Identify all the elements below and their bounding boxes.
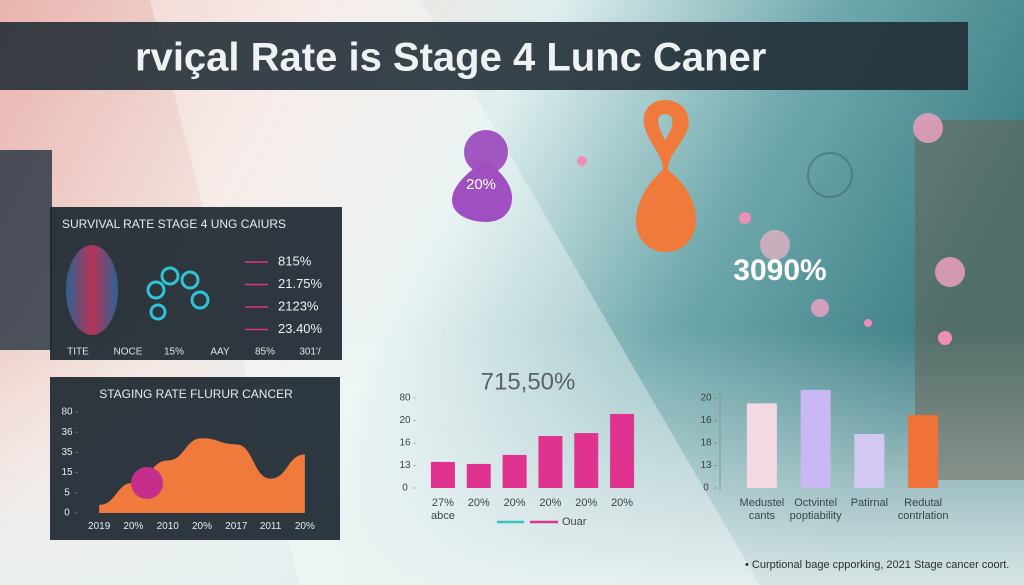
x-tick-label: Patirnal: [851, 497, 888, 509]
x-tick-label: 20%: [575, 497, 597, 509]
chart-title: 715,50%: [481, 368, 576, 395]
rate-label: 21.75%: [278, 276, 323, 291]
legend-label: Ouar: [562, 516, 587, 528]
bar: [800, 389, 831, 488]
x-tick-label: 20%: [611, 497, 633, 509]
big-label: 3090%: [733, 254, 826, 287]
dot: [739, 212, 751, 224]
pin-shape: [636, 100, 696, 252]
x-tick-label: 27% abce: [431, 497, 455, 522]
y-tick-label: 18: [700, 438, 712, 449]
x-tick-label: 2019: [88, 521, 111, 532]
marker-dot: [131, 467, 163, 499]
dot: [577, 156, 587, 166]
y-tick-label: 5: [64, 487, 70, 498]
x-tick-label: Octvintel poptiability: [790, 497, 842, 522]
footnote: • Curptional bage cpporking, 2021 Stage …: [745, 559, 1009, 571]
dot: [935, 257, 965, 287]
y-tick-label: 0: [402, 483, 408, 494]
y-tick-label: 16: [399, 438, 411, 449]
bar: [908, 415, 939, 488]
bar: [538, 436, 563, 488]
y-tick-label: 80: [399, 393, 411, 404]
x-tick-label: 20%: [123, 521, 143, 532]
dot: [938, 331, 952, 345]
chart-title: STAGING RATE FLURUR CANCER: [99, 387, 293, 401]
dot: [760, 230, 790, 260]
page-title: rviçal Rate is Stage 4 Lunc Caner: [135, 36, 766, 80]
charts: STAGING RATE FLURUR CANCER 0 5 15 35 36 80 2019…: [61, 368, 948, 531]
dot: [811, 299, 829, 317]
monitor: [0, 150, 52, 350]
info-footer: TITE NOCE 15% AAY 85% 301'/: [67, 347, 321, 358]
wall-clock: [807, 152, 853, 198]
y-tick-label: 0: [64, 508, 70, 519]
rate-label: 23.40%: [278, 321, 323, 336]
x-tick-label: 20%: [295, 521, 315, 532]
y-tick-label: 20: [399, 415, 411, 426]
bar: [610, 413, 635, 488]
bar: [502, 454, 527, 488]
bar: [746, 403, 777, 488]
rate-label: 815%: [278, 253, 312, 268]
y-tick-label: 15: [61, 467, 73, 478]
x-tick-label: 20%: [504, 497, 526, 509]
bubble-drop: [452, 160, 512, 222]
bar: [574, 433, 599, 488]
x-tick-label: 20%: [192, 521, 212, 532]
molecule: [146, 266, 210, 321]
bubble-label: 20%: [466, 176, 496, 193]
footer-label: 301'/: [299, 347, 321, 358]
footer-label: 15%: [164, 347, 184, 358]
dot: [913, 113, 943, 143]
dot: [864, 319, 872, 327]
rates: 815% 21.75% 2123% 23.40%: [245, 253, 323, 336]
lung-image: [66, 245, 118, 335]
y-tick-label: 0: [703, 483, 709, 494]
footer-label: NOCE: [114, 347, 143, 358]
y-tick-label: 20: [700, 393, 712, 404]
footer-label: TITE: [67, 347, 89, 358]
footer-label: AAY: [210, 347, 230, 358]
rate-label: 2123%: [278, 298, 319, 313]
y-tick-label: 36: [61, 427, 73, 438]
x-tick-label: Medustel cants: [740, 497, 785, 522]
bubble: [464, 130, 508, 174]
footer-label: 85%: [255, 347, 275, 358]
y-tick-label: 80: [61, 407, 73, 418]
x-tick-label: 20%: [468, 497, 490, 509]
y-tick-label: 16: [700, 415, 712, 426]
info-title: SURVIVAL RATE STAGE 4 UNG CAIURS: [62, 217, 286, 231]
title-banner: [0, 22, 968, 90]
x-tick-label: Redutal contrlation: [898, 497, 949, 522]
x-tick-label: 2010: [157, 521, 180, 532]
bar: [466, 463, 491, 488]
x-tick-label: 2011: [260, 521, 282, 532]
y-tick-label: 35: [61, 447, 73, 458]
y-tick-label: 13: [700, 460, 712, 471]
x-tick-label: 2017: [225, 521, 248, 532]
bar: [430, 461, 455, 488]
y-tick-label: 13: [399, 460, 411, 471]
bar: [854, 434, 885, 488]
x-tick-label: 20%: [539, 497, 561, 509]
